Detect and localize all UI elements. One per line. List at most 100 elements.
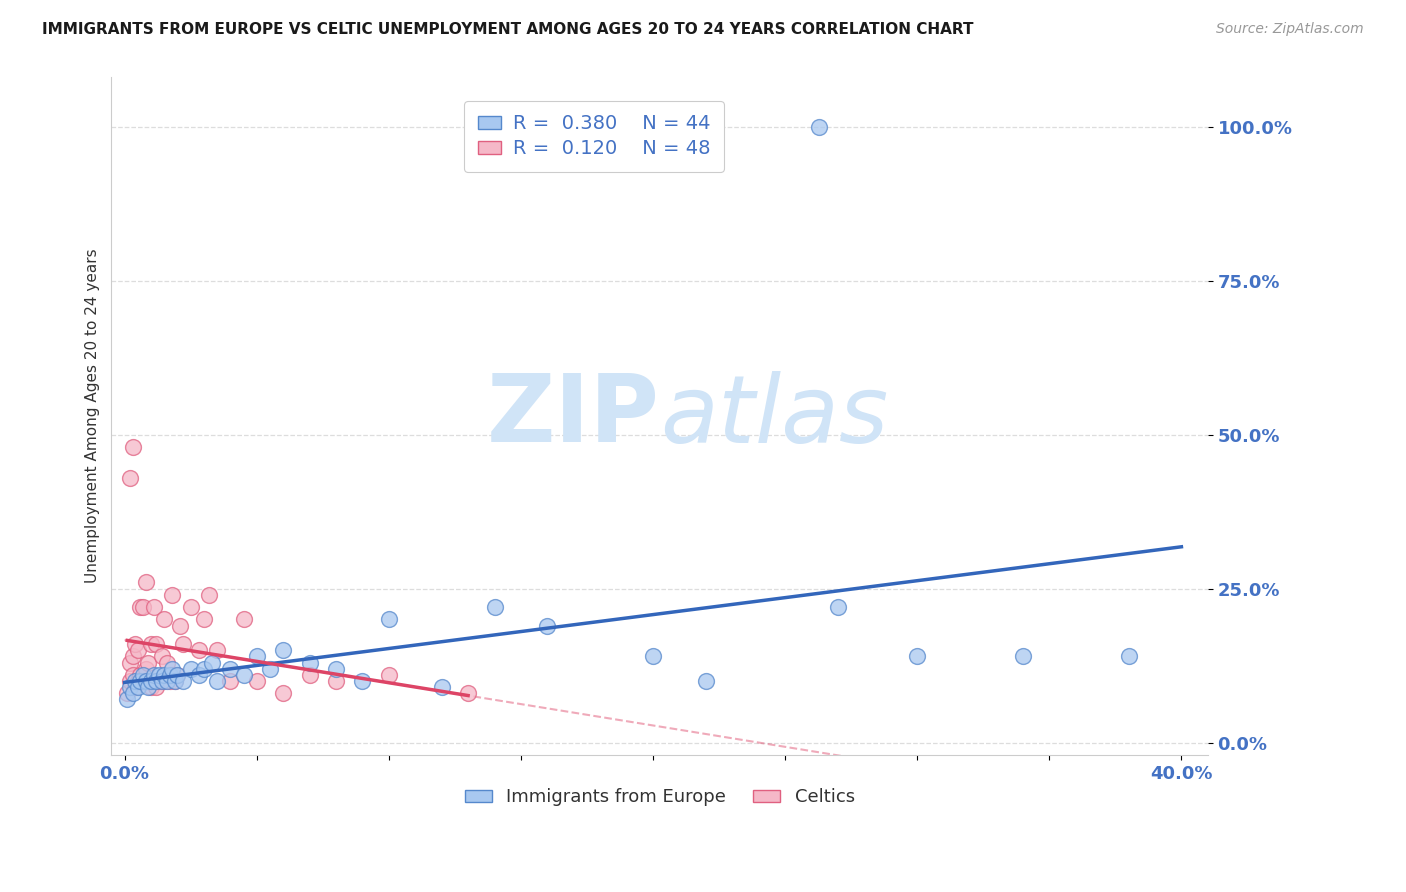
Text: IMMIGRANTS FROM EUROPE VS CELTIC UNEMPLOYMENT AMONG AGES 20 TO 24 YEARS CORRELAT: IMMIGRANTS FROM EUROPE VS CELTIC UNEMPLO… — [42, 22, 974, 37]
Point — [142, 673, 165, 688]
Point — [150, 649, 173, 664]
Point — [153, 612, 176, 626]
Point — [180, 662, 202, 676]
Point — [536, 618, 558, 632]
Point — [271, 643, 294, 657]
Point — [150, 673, 173, 688]
Point — [378, 668, 401, 682]
Point — [159, 673, 181, 688]
Point — [166, 668, 188, 682]
Point — [430, 680, 453, 694]
Point — [124, 637, 146, 651]
Point — [1118, 649, 1140, 664]
Text: atlas: atlas — [659, 371, 887, 462]
Point — [271, 686, 294, 700]
Point — [121, 649, 143, 664]
Point — [153, 673, 176, 688]
Point — [121, 668, 143, 682]
Y-axis label: Unemployment Among Ages 20 to 24 years: Unemployment Among Ages 20 to 24 years — [86, 249, 100, 583]
Point — [148, 673, 170, 688]
Point — [156, 673, 179, 688]
Point — [145, 637, 167, 651]
Point — [118, 656, 141, 670]
Point — [187, 643, 209, 657]
Point — [135, 673, 157, 688]
Point — [232, 612, 254, 626]
Legend: Immigrants from Europe, Celtics: Immigrants from Europe, Celtics — [457, 781, 862, 814]
Point — [142, 600, 165, 615]
Point — [193, 612, 215, 626]
Point — [163, 673, 186, 688]
Point — [117, 686, 139, 700]
Point — [135, 575, 157, 590]
Point — [138, 656, 160, 670]
Point — [219, 662, 242, 676]
Point — [325, 673, 347, 688]
Point — [129, 668, 152, 682]
Point — [121, 440, 143, 454]
Point — [166, 668, 188, 682]
Point — [298, 656, 321, 670]
Point — [246, 649, 269, 664]
Point — [232, 668, 254, 682]
Point — [163, 673, 186, 688]
Point — [145, 673, 167, 688]
Point — [160, 588, 183, 602]
Point — [259, 662, 281, 676]
Point — [118, 680, 141, 694]
Point — [160, 662, 183, 676]
Point — [205, 643, 228, 657]
Point — [169, 618, 191, 632]
Point — [172, 673, 194, 688]
Point — [298, 668, 321, 682]
Point — [117, 692, 139, 706]
Point — [827, 600, 849, 615]
Point — [129, 600, 152, 615]
Point — [1012, 649, 1035, 664]
Point — [180, 600, 202, 615]
Point — [484, 600, 506, 615]
Point — [378, 612, 401, 626]
Point — [205, 673, 228, 688]
Point — [138, 673, 160, 688]
Point — [127, 673, 149, 688]
Point — [142, 668, 165, 682]
Point — [121, 686, 143, 700]
Point — [118, 471, 141, 485]
Point — [124, 680, 146, 694]
Point — [187, 668, 209, 682]
Point — [808, 120, 831, 134]
Point — [159, 668, 181, 682]
Point — [127, 643, 149, 657]
Text: ZIP: ZIP — [486, 370, 659, 462]
Point — [139, 637, 162, 651]
Point — [193, 662, 215, 676]
Text: Source: ZipAtlas.com: Source: ZipAtlas.com — [1216, 22, 1364, 37]
Point — [457, 686, 479, 700]
Point — [138, 680, 160, 694]
Point — [132, 668, 155, 682]
Point — [246, 673, 269, 688]
Point — [139, 680, 162, 694]
Point — [132, 673, 155, 688]
Point — [156, 656, 179, 670]
Point — [139, 673, 162, 688]
Point — [219, 673, 242, 688]
Point — [129, 673, 152, 688]
Point — [352, 673, 374, 688]
Point — [118, 673, 141, 688]
Point — [160, 668, 183, 682]
Point — [172, 637, 194, 651]
Point — [198, 588, 221, 602]
Point — [641, 649, 664, 664]
Point — [135, 662, 157, 676]
Point — [201, 656, 224, 670]
Point — [127, 680, 149, 694]
Point — [905, 649, 928, 664]
Point — [124, 673, 146, 688]
Point — [148, 668, 170, 682]
Point — [132, 600, 155, 615]
Point — [695, 673, 717, 688]
Point — [325, 662, 347, 676]
Point — [153, 668, 176, 682]
